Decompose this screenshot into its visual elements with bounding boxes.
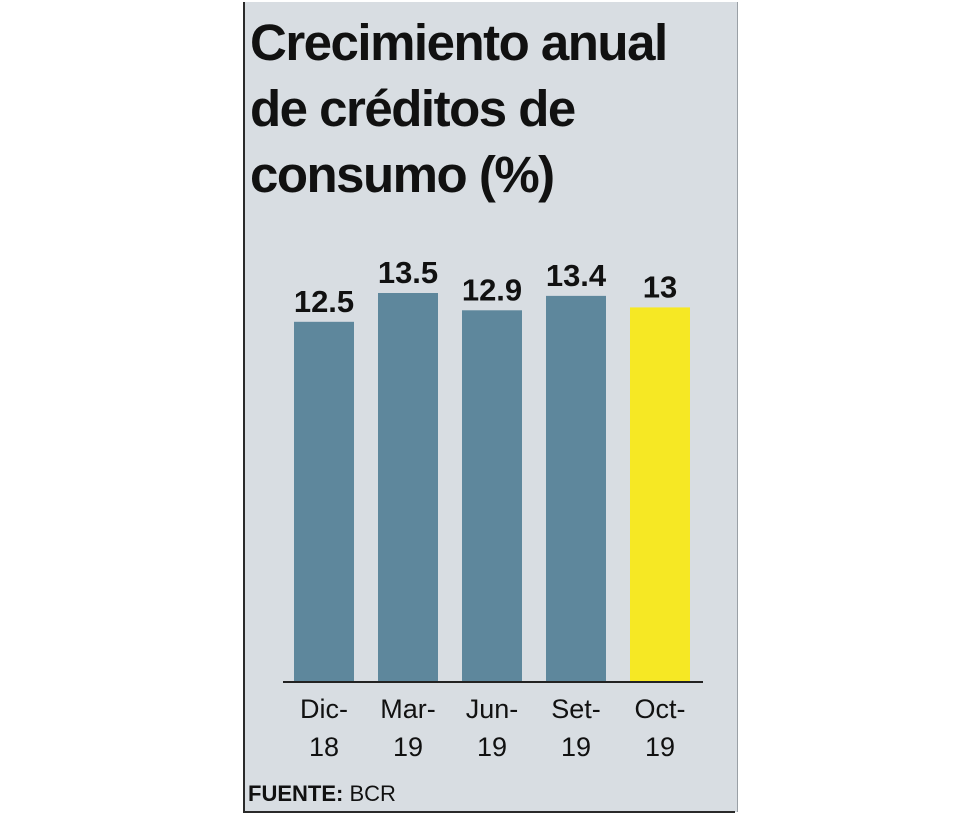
bar-mar-19: [378, 293, 438, 682]
data-label: 12.9: [462, 272, 522, 307]
x-tick-label: 19: [393, 732, 423, 762]
data-label: 13.4: [546, 258, 607, 293]
chart-title: Crecimiento anual de créditos de consumo…: [250, 10, 730, 208]
x-tick-label: 19: [477, 732, 507, 762]
bar-jun-19: [462, 310, 522, 682]
x-tick-label: Oct-: [635, 694, 686, 724]
title-line-1: Crecimiento anual: [250, 14, 668, 71]
x-tick-label: Set-: [551, 694, 601, 724]
bar-oct-19: [630, 307, 690, 682]
bottom-rule: [243, 811, 735, 813]
title-line-2: de créditos de: [250, 80, 576, 137]
bar-set-19: [546, 295, 606, 682]
source-label: FUENTE:: [248, 781, 344, 806]
x-tick-label: 19: [561, 732, 591, 762]
title-line-3: consumo (%): [250, 146, 555, 203]
x-tick-label: Jun-: [466, 694, 519, 724]
data-label: 13: [643, 269, 677, 304]
data-label: 13.5: [378, 255, 438, 290]
source-note: FUENTE: BCR: [248, 781, 396, 807]
x-tick-label: Dic-: [300, 694, 348, 724]
bar-dic-18: [294, 321, 354, 682]
source-value: BCR: [349, 781, 396, 806]
x-tick-label: 19: [645, 732, 675, 762]
x-tick-label: Mar-: [380, 694, 436, 724]
data-label: 12.5: [294, 284, 354, 319]
x-tick-label: 18: [309, 732, 339, 762]
